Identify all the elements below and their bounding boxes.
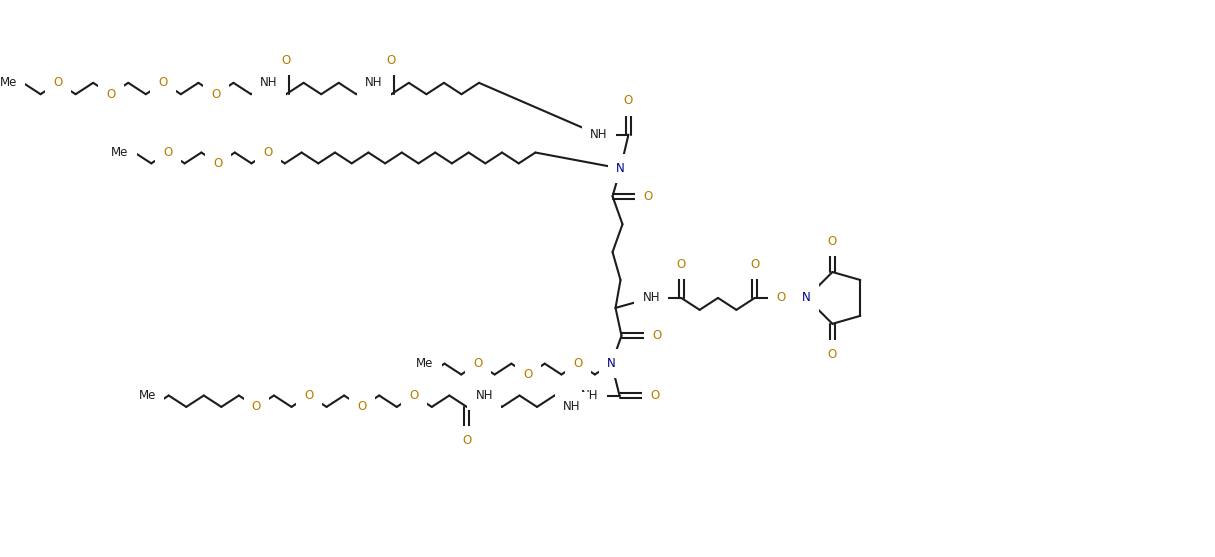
Text: O: O xyxy=(159,76,168,89)
Text: O: O xyxy=(827,348,837,361)
Text: NH: NH xyxy=(364,76,383,89)
Text: O: O xyxy=(644,190,652,203)
Text: O: O xyxy=(409,389,419,402)
Text: NH: NH xyxy=(475,389,493,402)
Text: Me: Me xyxy=(139,389,156,402)
Text: O: O xyxy=(282,54,290,67)
Text: N: N xyxy=(608,357,616,370)
Text: Me: Me xyxy=(112,146,129,159)
Text: O: O xyxy=(474,357,482,370)
Text: O: O xyxy=(53,76,63,89)
Text: NH: NH xyxy=(589,128,608,141)
Text: NH: NH xyxy=(581,389,598,402)
Text: N: N xyxy=(802,291,810,305)
Text: O: O xyxy=(524,368,532,381)
Text: O: O xyxy=(651,389,660,402)
Text: O: O xyxy=(264,146,273,159)
Text: O: O xyxy=(776,291,785,305)
Text: O: O xyxy=(163,146,173,159)
Text: Me: Me xyxy=(416,357,434,370)
Text: O: O xyxy=(386,54,396,67)
Text: O: O xyxy=(214,157,222,170)
Text: Me: Me xyxy=(0,76,17,89)
Text: NH: NH xyxy=(260,76,277,89)
Text: O: O xyxy=(827,234,837,248)
Text: O: O xyxy=(462,434,471,447)
Text: O: O xyxy=(305,389,313,402)
Text: N: N xyxy=(616,162,625,175)
Text: NH: NH xyxy=(564,400,581,413)
Text: O: O xyxy=(357,400,366,413)
Text: O: O xyxy=(623,94,633,108)
Text: O: O xyxy=(106,87,115,101)
Text: O: O xyxy=(573,357,583,370)
Text: O: O xyxy=(652,329,662,342)
Text: O: O xyxy=(211,87,221,101)
Text: NH: NH xyxy=(643,291,660,305)
Text: O: O xyxy=(252,400,261,413)
Text: O: O xyxy=(677,257,686,271)
Text: O: O xyxy=(750,257,759,271)
Text: N: N xyxy=(608,357,616,370)
